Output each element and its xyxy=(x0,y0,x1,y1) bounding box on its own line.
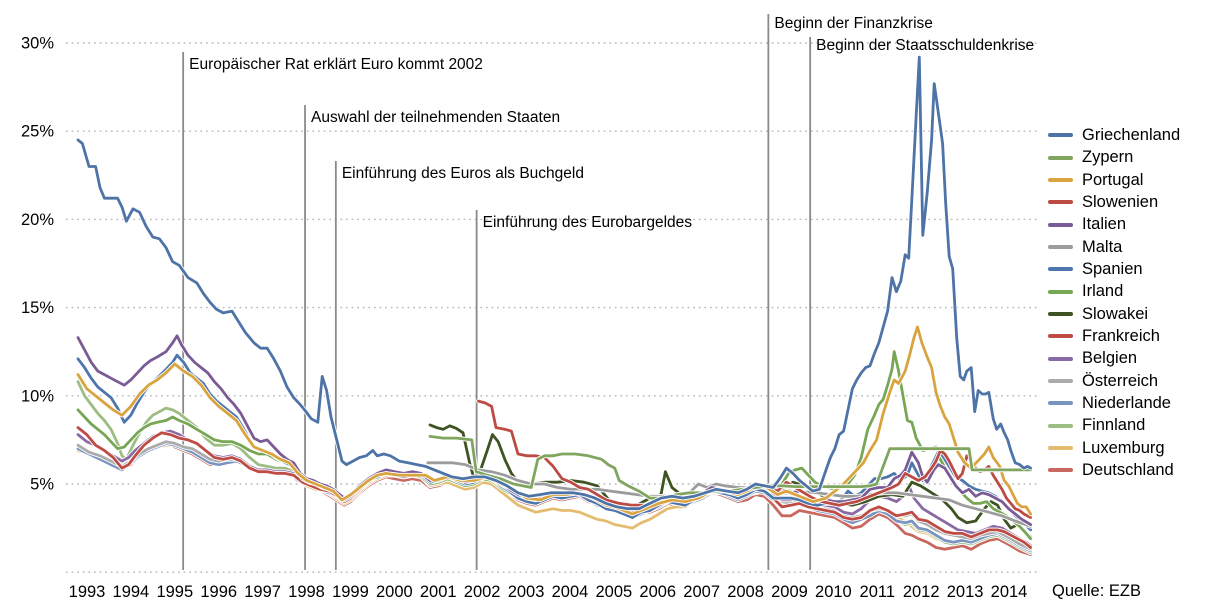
legend-swatch xyxy=(1048,401,1073,406)
x-tick-label: 2001 xyxy=(420,583,457,601)
y-tick-label: 20% xyxy=(21,211,54,229)
x-tick-label: 2002 xyxy=(464,583,501,601)
x-tick-label: 2000 xyxy=(376,583,413,601)
x-tick-label: 2003 xyxy=(508,583,545,601)
legend-label: Zypern xyxy=(1082,148,1134,167)
x-tick-label: 2012 xyxy=(903,583,940,601)
x-tick-label: 2009 xyxy=(771,583,808,601)
legend-label: Slowenien xyxy=(1082,192,1159,211)
series-line-portugal xyxy=(76,325,1032,516)
legend-item-zypern: Zypern xyxy=(1048,146,1180,168)
series-line-griechenland xyxy=(76,55,1032,511)
legend-label: Luxemburg xyxy=(1082,438,1165,457)
legend-swatch xyxy=(1048,311,1073,316)
source-label: Quelle: EZB xyxy=(1052,582,1141,600)
legend: Griechenland Zypern Portugal Slowenien Itali… xyxy=(1048,124,1180,482)
legend-item-deutschland: Deutschland xyxy=(1048,459,1180,481)
legend-item-frankreich: Frankreich xyxy=(1048,325,1180,347)
series-line-malta xyxy=(426,461,1032,528)
legend-swatch xyxy=(1048,155,1073,160)
legend-item-finnland: Finnland xyxy=(1048,414,1180,436)
x-tick-label: 1996 xyxy=(200,583,237,601)
legend-swatch xyxy=(1048,445,1073,450)
event-label: Europäischer Rat erklärt Euro kommt 2002 xyxy=(189,56,483,73)
legend-label: Spanien xyxy=(1082,259,1143,278)
x-tick-label: 2008 xyxy=(727,583,764,601)
legend-label: Belgien xyxy=(1082,349,1138,368)
legend-swatch xyxy=(1048,200,1073,205)
event-label: Beginn der Staatsschuldenkrise xyxy=(816,37,1034,54)
y-tick-label: 15% xyxy=(21,299,54,317)
x-tick-label: 2010 xyxy=(815,583,852,601)
legend-label: Italien xyxy=(1082,215,1127,234)
x-tick-label: 2004 xyxy=(552,583,589,601)
x-tick-label: 1994 xyxy=(113,583,150,601)
legend-item-luxemburg: Luxemburg xyxy=(1048,437,1180,459)
legend-item-portugal: Portugal xyxy=(1048,169,1180,191)
legend-swatch xyxy=(1048,423,1073,428)
legend-swatch xyxy=(1048,468,1073,473)
y-tick-label: 5% xyxy=(30,476,54,494)
legend-item-slowenien: Slowenien xyxy=(1048,191,1180,213)
legend-item-slowakei: Slowakei xyxy=(1048,303,1180,325)
legend-label: Irland xyxy=(1082,282,1124,301)
legend-item-österreich: Österreich xyxy=(1048,370,1180,392)
legend-label: Griechenland xyxy=(1082,125,1181,144)
legend-swatch xyxy=(1048,356,1073,361)
event-label: Auswahl der teilnehmenden Staaten xyxy=(311,109,560,126)
legend-label: Slowakei xyxy=(1082,304,1149,323)
event-label: Einführung des Euros als Buchgeld xyxy=(342,165,584,182)
legend-swatch xyxy=(1048,133,1073,138)
legend-item-belgien: Belgien xyxy=(1048,347,1180,369)
legend-swatch xyxy=(1048,334,1073,339)
x-tick-label: 1999 xyxy=(332,583,369,601)
legend-item-irland: Irland xyxy=(1048,280,1180,302)
x-tick-label: 1995 xyxy=(156,583,193,601)
x-tick-label: 2014 xyxy=(991,583,1028,601)
legend-item-griechenland: Griechenland xyxy=(1048,124,1180,146)
legend-label: Deutschland xyxy=(1082,461,1174,480)
legend-swatch xyxy=(1048,267,1073,272)
x-tick-label: 1993 xyxy=(69,583,106,601)
x-tick-label: 2007 xyxy=(683,583,720,601)
y-tick-label: 30% xyxy=(21,35,54,53)
event-label: Beginn der Finanzkrise xyxy=(774,15,933,32)
x-tick-label: 2006 xyxy=(639,583,676,601)
y-tick-label: 25% xyxy=(21,123,54,141)
legend-label: Niederlande xyxy=(1082,394,1171,413)
x-tick-label: 2011 xyxy=(860,583,895,601)
legend-item-spanien: Spanien xyxy=(1048,258,1180,280)
legend-swatch xyxy=(1048,222,1073,227)
legend-swatch xyxy=(1048,177,1073,182)
legend-label: Finnland xyxy=(1082,416,1146,435)
legend-item-malta: Malta xyxy=(1048,236,1180,258)
x-tick-label: 1998 xyxy=(288,583,325,601)
legend-label: Portugal xyxy=(1082,170,1144,189)
legend-label: Österreich xyxy=(1082,371,1159,390)
y-tick-label: 10% xyxy=(21,387,54,405)
event-label: Einführung des Eurobargeldes xyxy=(483,214,693,231)
legend-label: Malta xyxy=(1082,237,1123,256)
legend-label: Frankreich xyxy=(1082,327,1160,346)
legend-swatch xyxy=(1048,289,1073,294)
legend-item-italien: Italien xyxy=(1048,213,1180,235)
legend-swatch xyxy=(1048,378,1073,383)
x-tick-label: 1997 xyxy=(244,583,281,601)
legend-item-niederlande: Niederlande xyxy=(1048,392,1180,414)
x-tick-label: 2013 xyxy=(947,583,984,601)
legend-swatch xyxy=(1048,244,1073,249)
x-tick-label: 2005 xyxy=(596,583,633,601)
